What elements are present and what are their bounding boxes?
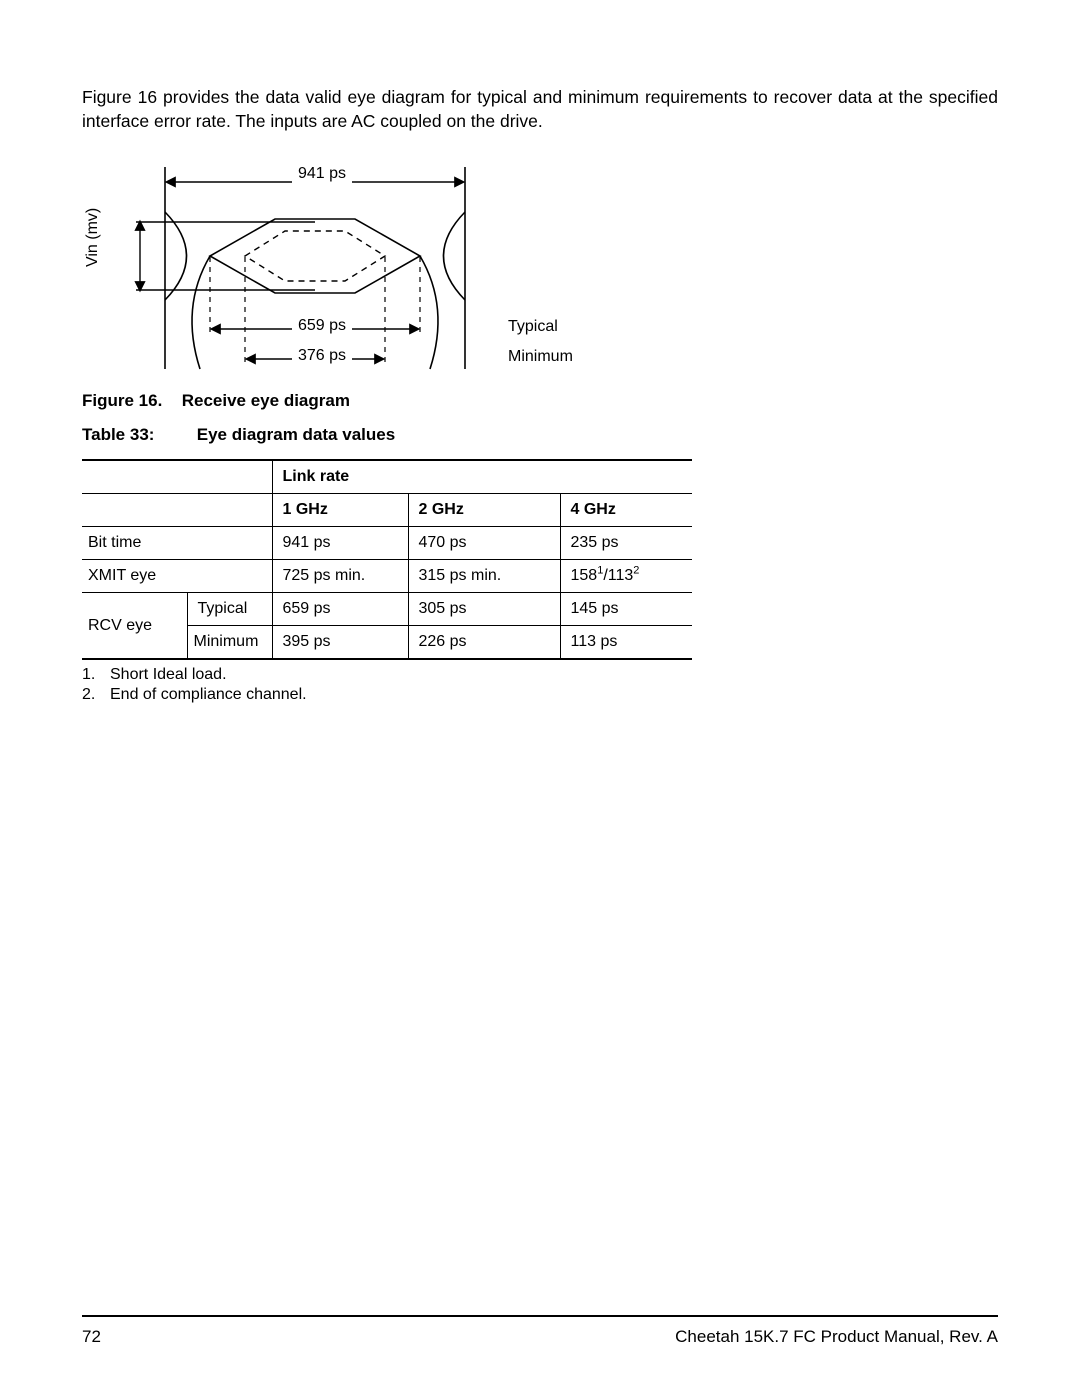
top-measure-label: 941 ps: [292, 165, 352, 183]
row-rcv-label: RCV eye: [82, 593, 187, 660]
document-title: Cheetah 15K.7 FC Product Manual, Rev. A: [675, 1327, 998, 1347]
cell: 659 ps: [272, 593, 408, 626]
figure-number: Figure 16.: [82, 391, 177, 411]
table-row: XMIT eye 725 ps min. 315 ps min. 1581/11…: [82, 560, 692, 593]
table-footnotes: 1.Short Ideal load. 2.End of compliance …: [82, 666, 998, 704]
cell: 305 ps: [408, 593, 560, 626]
col-1ghz: 1 GHz: [272, 494, 408, 527]
footnote-2: 2.End of compliance channel.: [82, 686, 998, 704]
cell: 226 ps: [408, 626, 560, 660]
table-caption: Table 33: Eye diagram data values: [82, 425, 998, 445]
eye-diagram-figure: Vin (mv): [90, 157, 998, 377]
page-footer: 72 Cheetah 15K.7 FC Product Manual, Rev.…: [82, 1315, 998, 1347]
page: Figure 16 provides the data valid eye di…: [0, 0, 1080, 1397]
typical-measure-label: 659 ps: [292, 317, 352, 335]
minimum-measure-label: 376 ps: [292, 347, 352, 365]
table-header-row-1: Link rate: [82, 460, 692, 494]
row-bit-time-label: Bit time: [82, 527, 272, 560]
cell: 235 ps: [560, 527, 692, 560]
cell: 470 ps: [408, 527, 560, 560]
cell: 395 ps: [272, 626, 408, 660]
cell-with-superscripts: 1581/1132: [560, 560, 692, 593]
cell: 941 ps: [272, 527, 408, 560]
row-rcv-typical-label: Typical: [187, 593, 272, 626]
table-title: Eye diagram data values: [197, 425, 395, 444]
table-header-row-2: 1 GHz 2 GHz 4 GHz: [82, 494, 692, 527]
y-axis-label: Vin (mv): [84, 208, 102, 267]
cell: 315 ps min.: [408, 560, 560, 593]
legend-typical: Typical: [508, 318, 558, 336]
footnote-1: 1.Short Ideal load.: [82, 666, 998, 684]
row-rcv-minimum-label: Minimum: [187, 626, 272, 660]
figure-title: Receive eye diagram: [182, 391, 350, 410]
table-row: Bit time 941 ps 470 ps 235 ps: [82, 527, 692, 560]
intro-paragraph: Figure 16 provides the data valid eye di…: [82, 86, 998, 133]
row-xmit-label: XMIT eye: [82, 560, 272, 593]
cell: 725 ps min.: [272, 560, 408, 593]
col-4ghz: 4 GHz: [560, 494, 692, 527]
col-2ghz: 2 GHz: [408, 494, 560, 527]
eye-diagram-data-table: Link rate 1 GHz 2 GHz 4 GHz Bit time 941…: [82, 459, 692, 660]
cell: 145 ps: [560, 593, 692, 626]
figure-caption: Figure 16. Receive eye diagram: [82, 391, 998, 411]
page-number: 72: [82, 1327, 101, 1347]
legend-minimum: Minimum: [508, 348, 573, 366]
table-number: Table 33:: [82, 425, 192, 445]
table-row: RCV eye Typical 659 ps 305 ps 145 ps: [82, 593, 692, 626]
eye-diagram-svg: [120, 157, 500, 377]
cell: 113 ps: [560, 626, 692, 660]
link-rate-header: Link rate: [272, 460, 692, 494]
